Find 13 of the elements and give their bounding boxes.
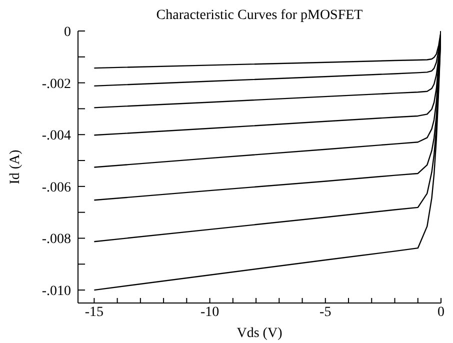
y-tick-label: 0 [64, 24, 71, 40]
x-tick-label: -10 [200, 304, 220, 320]
x-axis-title: Vds (V) [236, 326, 283, 341]
y-tick-label: -.002 [42, 76, 71, 92]
y-tick-label: -.006 [42, 180, 71, 196]
chart-title: Characteristic Curves for pMOSFET [155, 8, 364, 24]
x-tick-label: -15 [84, 304, 104, 320]
x-tick-label: 0 [438, 304, 444, 320]
x-tick-label: -5 [320, 304, 332, 320]
y-tick-label: -.004 [42, 128, 71, 144]
y-axis-title: Id (A) [8, 149, 23, 184]
y-tick-label: -.008 [42, 232, 71, 248]
y-tick-label: -.010 [42, 284, 71, 300]
